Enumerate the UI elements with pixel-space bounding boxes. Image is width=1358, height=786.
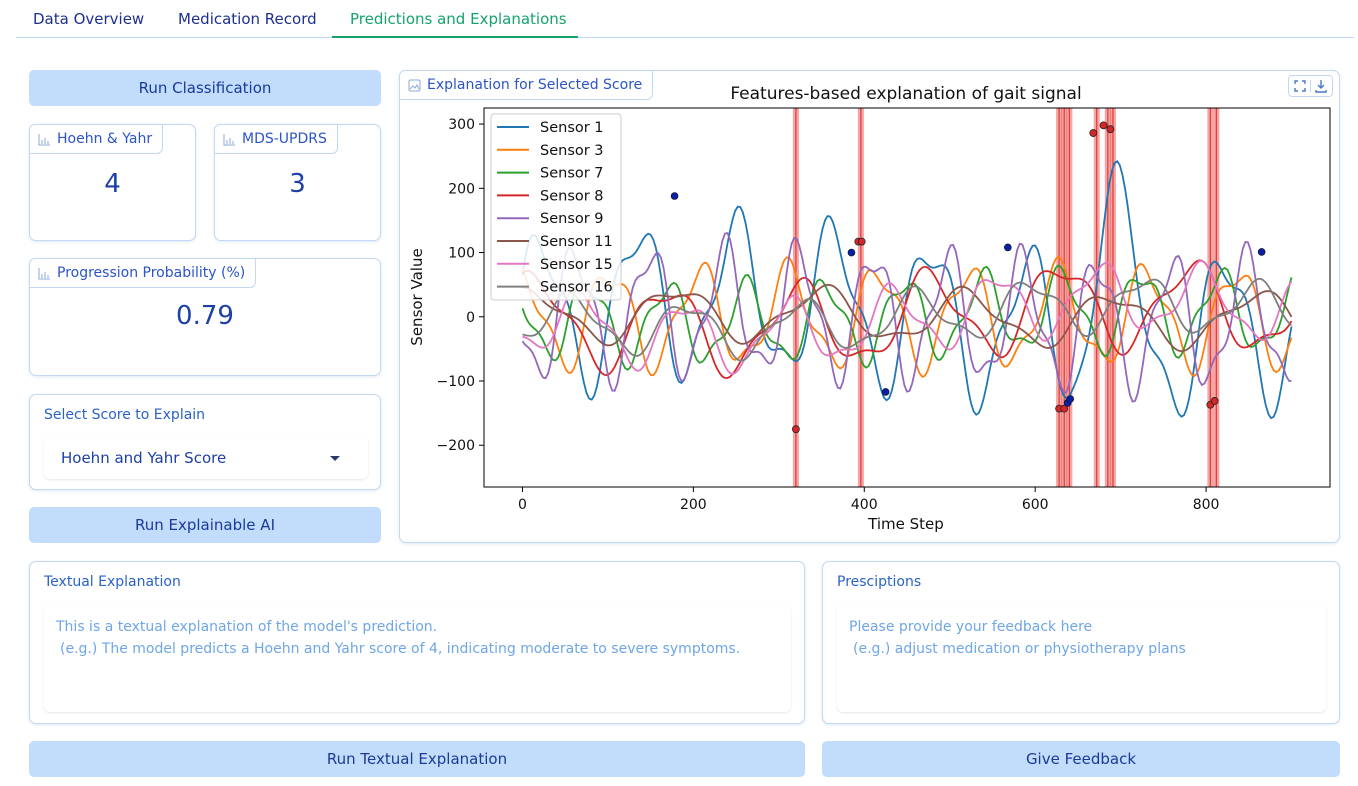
legend-label: Sensor 15: [540, 257, 613, 273]
legend-label: Sensor 7: [540, 166, 604, 182]
textual-explanation-box[interactable]: This is a textual explanation of the mod…: [44, 604, 791, 712]
highlight-point-blue: [881, 388, 890, 396]
run-textual-explanation-button[interactable]: Run Textual Explanation: [29, 741, 805, 777]
series-line-sensor-16: [522, 278, 1293, 362]
tab-medication-record[interactable]: Medication Record: [178, 10, 317, 28]
y-tick-label: 200: [448, 181, 475, 197]
highlight-point-red: [1060, 404, 1069, 413]
prescriptions-placeholder-line1: Please provide your feedback here: [849, 619, 1093, 635]
textual-explanation-line1: This is a textual explanation of the mod…: [56, 619, 438, 635]
y-tick-label: 100: [448, 246, 475, 262]
chart-title: Features-based explanation of gait signa…: [730, 84, 1081, 104]
highlight-point-red: [1106, 125, 1115, 134]
mds-updrs-card: MDS-UPDRS 3: [214, 124, 381, 241]
tab-predictions-explanations[interactable]: Predictions and Explanations: [332, 0, 578, 38]
highlight-point-blue: [847, 248, 856, 257]
bar-chart-icon: [223, 133, 235, 145]
highlight-point-red: [792, 425, 800, 434]
score-dropdown-value: Hoehn and Yahr Score: [61, 449, 227, 467]
hoehn-yahr-label: Hoehn & Yahr: [29, 124, 164, 154]
legend-box: [490, 113, 622, 301]
plot-frame: [483, 107, 1331, 488]
plot-toolbar: [1288, 75, 1333, 97]
highlight-point-blue: [1004, 243, 1012, 252]
toolbar-divider: [1310, 80, 1311, 92]
legend-label: Sensor 11: [540, 234, 613, 250]
bar-chart-icon: [38, 267, 50, 279]
mds-updrs-label: MDS-UPDRS: [214, 124, 338, 154]
progression-value: 0.79: [176, 301, 234, 331]
legend-label: Sensor 9: [540, 211, 604, 227]
prescriptions-card: Presciptions Please provide your feedbac…: [822, 561, 1340, 724]
explanation-plot-card: Features-based explanation of gait signa…: [399, 70, 1340, 543]
highlight-point-blue: [1066, 395, 1075, 403]
explanation-plot-label: Explanation for Selected Score: [399, 70, 654, 100]
progression-card: Progression Probability (%) 0.79: [29, 258, 381, 376]
legend-label: Sensor 8: [540, 188, 604, 204]
highlight-point-red: [1089, 129, 1098, 137]
series-line-sensor-11: [522, 283, 1293, 353]
download-icon[interactable]: [1313, 78, 1329, 94]
highlight-point-blue: [1257, 248, 1266, 256]
legend-label: Sensor 1: [540, 120, 604, 136]
highlight-point-red: [1210, 397, 1219, 405]
fullscreen-icon[interactable]: [1292, 78, 1308, 94]
highlight-point-red: [857, 237, 866, 246]
y-tick-label: −100: [437, 374, 475, 390]
gait-signal-chart: Features-based explanation of gait signa…: [408, 84, 1331, 533]
prescriptions-label: Presciptions: [837, 574, 922, 590]
textual-explanation-line2: (e.g.) The model predicts a Hoehn and Ya…: [60, 641, 741, 657]
legend-label: Sensor 3: [540, 143, 604, 159]
y-tick-label: 0: [466, 310, 475, 326]
select-score-label: Select Score to Explain: [44, 407, 206, 423]
series-line-sensor-9: [521, 232, 1292, 403]
textual-explanation-card: Textual Explanation This is a textual ex…: [29, 561, 805, 724]
series-line-sensor-15: [522, 259, 1293, 375]
highlight-point-red: [1099, 121, 1108, 130]
hoehn-yahr-value: 4: [104, 169, 121, 199]
give-feedback-button[interactable]: Give Feedback: [822, 741, 1340, 777]
mds-updrs-value: 3: [289, 169, 306, 199]
y-tick-label: −200: [437, 438, 475, 454]
x-tick-label: 600: [1022, 497, 1049, 513]
bar-chart-icon: [38, 133, 50, 145]
x-tick-label: 800: [1193, 497, 1220, 513]
run-classification-button[interactable]: Run Classification: [29, 70, 381, 106]
chevron-down-icon: [330, 456, 340, 461]
x-axis-label: Time Step: [867, 515, 944, 533]
x-tick-label: 400: [851, 497, 878, 513]
prescriptions-placeholder-line2: (e.g.) adjust medication or physiotherap…: [853, 641, 1186, 657]
select-score-card: Select Score to Explain Hoehn and Yahr S…: [29, 394, 381, 490]
legend-label: Sensor 16: [540, 280, 613, 296]
y-tick-label: 300: [448, 117, 475, 133]
highlight-point-blue: [670, 192, 679, 200]
x-tick-label: 0: [518, 497, 527, 513]
prescriptions-input[interactable]: Please provide your feedback here (e.g.)…: [837, 604, 1326, 712]
score-dropdown[interactable]: Hoehn and Yahr Score: [44, 437, 368, 479]
series-line-sensor-3: [521, 255, 1293, 378]
progression-label: Progression Probability (%): [29, 258, 257, 288]
series-line-sensor-7: [521, 264, 1293, 371]
y-axis-label: Sensor Value: [408, 248, 426, 345]
tab-data-overview[interactable]: Data Overview: [33, 10, 145, 28]
x-tick-label: 200: [680, 497, 707, 513]
textual-explanation-label: Textual Explanation: [44, 574, 181, 590]
tab-bar: Data Overview Medication Record Predicti…: [16, 0, 1354, 38]
series-line-sensor-1: [521, 160, 1293, 420]
image-icon: [408, 79, 421, 91]
hoehn-yahr-card: Hoehn & Yahr 4: [29, 124, 196, 241]
run-xai-button[interactable]: Run Explainable AI: [29, 507, 381, 543]
